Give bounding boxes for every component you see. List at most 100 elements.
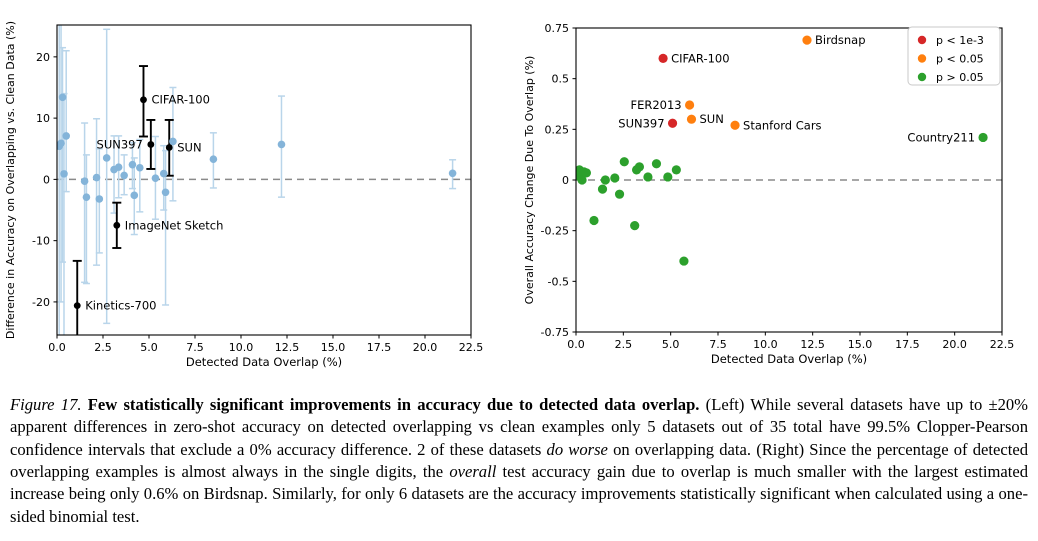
legend-label: p > 0.05 xyxy=(936,71,984,84)
data-point xyxy=(581,168,592,178)
data-point xyxy=(589,215,599,226)
x-axis: 0.0 2.5 5.0 7.5 10.0 12.5 15.0 17.5 20.0 22.5 Dete… xyxy=(48,335,483,369)
plot-area xyxy=(576,35,1002,266)
error-bar xyxy=(62,49,70,193)
figure-plots: CIFAR-100 SUN397 SUN ImageNet Sketch Kinetic… xyxy=(4,21,1014,369)
legend-label: p < 1e-3 xyxy=(936,34,984,47)
x-tick-label: 12.5 xyxy=(800,338,825,351)
caption-segment: test accuracy gain due to overlap is muc… xyxy=(10,461,1029,526)
error-bar xyxy=(93,117,101,266)
right-plot: CIFAR-100 SUN397 FER2013 SUN Stanford Cars Bi… xyxy=(523,22,1014,366)
data-point xyxy=(114,163,123,171)
data-point xyxy=(169,137,177,146)
data-point xyxy=(130,191,139,200)
data-point xyxy=(730,120,740,130)
y-tick-label: 0.5 xyxy=(552,73,570,86)
y-tick-label: -20 xyxy=(32,296,50,309)
data-point xyxy=(57,139,65,148)
data-point xyxy=(151,174,160,182)
data-point xyxy=(161,188,170,197)
data-point xyxy=(147,141,155,148)
data-point xyxy=(60,170,68,178)
data-point xyxy=(685,100,695,110)
plot-area xyxy=(57,25,471,335)
point-label: Stanford Cars xyxy=(743,118,822,132)
point-label: CIFAR-100 xyxy=(151,93,209,107)
data-point xyxy=(686,114,697,124)
x-tick-label: 17.5 xyxy=(895,338,920,351)
caption-segment: Figure 17. xyxy=(10,395,82,414)
y-tick-label: -10 xyxy=(32,235,50,248)
error-bar xyxy=(103,28,111,325)
caption-segment: (Left) While several datasets have up to… xyxy=(10,395,1029,459)
point-label: SUN397 xyxy=(97,137,143,151)
legend-label: p < 0.05 xyxy=(936,53,984,66)
x-axis-title: Detected Data Overlap (%) xyxy=(186,355,342,369)
x-tick-label: 20.0 xyxy=(413,341,438,354)
x-tick-label: 7.5 xyxy=(709,338,727,351)
data-point xyxy=(614,189,625,199)
x-tick-label: 5.0 xyxy=(662,338,680,351)
caption-segment: Few statistically significant improvemen… xyxy=(87,395,700,414)
point-label: Kinetics-700 xyxy=(85,299,156,313)
data-point xyxy=(671,165,681,175)
data-point xyxy=(978,132,988,143)
error-bar xyxy=(58,25,60,335)
x-tick-label: 20.0 xyxy=(942,338,967,351)
data-point xyxy=(619,157,629,167)
data-point xyxy=(92,173,101,182)
data-point xyxy=(136,163,144,172)
x-tick-label: 2.5 xyxy=(615,338,633,351)
point-label: Country211 xyxy=(907,130,975,144)
caption-segment: overall xyxy=(449,461,497,481)
y-axis: -20 -10 0 10 20 Difference in Accuracy on Ove… xyxy=(4,21,57,339)
data-point xyxy=(802,35,812,45)
scatter-plots-svg: CIFAR-100 SUN397 SUN ImageNet Sketch Kinetic… xyxy=(4,21,1014,369)
x-tick-label: 7.5 xyxy=(186,341,204,354)
y-tick-label: -0.25 xyxy=(541,225,569,238)
data-point xyxy=(651,159,662,169)
data-point xyxy=(82,193,91,201)
legend-marker xyxy=(917,54,927,63)
data-point xyxy=(165,144,173,151)
data-point xyxy=(120,171,128,180)
data-point xyxy=(600,175,610,185)
caption-segment: do worse xyxy=(546,439,608,459)
y-tick-label: 0.75 xyxy=(545,22,570,35)
x-tick-label: 17.5 xyxy=(367,341,392,354)
point-label: SUN xyxy=(699,112,723,126)
x-tick-label: 5.0 xyxy=(140,341,158,354)
data-point xyxy=(634,162,645,172)
x-tick-label: 10.0 xyxy=(229,341,254,354)
error-bar xyxy=(82,154,90,285)
x-tick-label: 15.0 xyxy=(321,341,346,354)
figure-caption: Figure 17. Few statistically significant… xyxy=(10,394,1028,528)
x-tick-label: 12.5 xyxy=(275,341,300,354)
data-point xyxy=(663,172,673,182)
data-point xyxy=(73,302,81,309)
data-point xyxy=(140,96,147,104)
data-point xyxy=(113,221,121,229)
y-axis-title: Overall Accuracy Change Due To Overlap (… xyxy=(523,56,536,305)
x-tick-label: 22.5 xyxy=(990,338,1015,351)
x-axis: 0.0 2.5 5.0 7.5 10.0 12.5 15.0 17.5 20.0 22.5 Dete… xyxy=(567,332,1014,366)
data-point xyxy=(630,221,640,231)
data-point xyxy=(58,93,67,102)
data-point xyxy=(95,195,104,203)
y-tick-label: 0 xyxy=(43,173,50,186)
x-tick-label: 10.0 xyxy=(753,338,778,351)
x-tick-label: 2.5 xyxy=(94,341,112,354)
data-point xyxy=(667,118,678,128)
left-plot: CIFAR-100 SUN397 SUN ImageNet Sketch Kinetic… xyxy=(4,21,483,369)
x-tick-label: 22.5 xyxy=(459,341,484,354)
data-point xyxy=(577,175,587,185)
data-point xyxy=(209,155,218,163)
error-bar xyxy=(136,138,144,213)
data-point xyxy=(643,172,653,182)
y-tick-label: 0.25 xyxy=(545,123,570,136)
point-label: CIFAR-100 xyxy=(671,51,729,65)
point-label: SUN397 xyxy=(618,116,664,130)
x-tick-label: 15.0 xyxy=(848,338,873,351)
x-axis-title: Detected Data Overlap (%) xyxy=(711,352,867,366)
